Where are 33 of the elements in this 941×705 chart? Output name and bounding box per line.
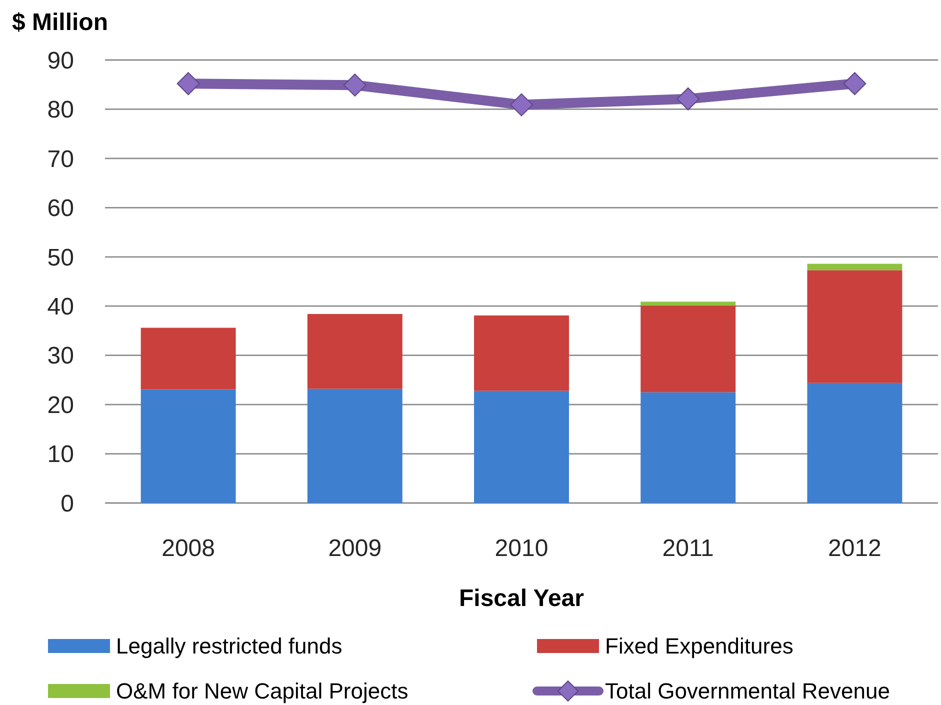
bar <box>140 389 236 503</box>
y-tick-label: 70 <box>47 146 74 173</box>
y-tick-label: 60 <box>47 195 74 222</box>
y-tick-label: 40 <box>47 294 74 321</box>
y-tick-label: 0 <box>60 490 74 518</box>
bar <box>474 315 569 391</box>
y-tick-label: 30 <box>47 342 74 370</box>
bar <box>640 392 736 503</box>
y-axis-title: $ Million <box>12 9 108 36</box>
y-tick-label: 20 <box>47 392 74 419</box>
x-tick-label: 2012 <box>828 535 882 562</box>
bar <box>140 328 236 390</box>
legend-label: Legally restricted funds <box>116 634 342 659</box>
bar <box>307 314 402 389</box>
bar <box>807 264 902 270</box>
x-tick-label: 2009 <box>328 535 382 562</box>
y-tick-label: 80 <box>47 96 74 124</box>
bar <box>474 390 569 503</box>
bar <box>807 382 902 503</box>
y-tick-label: 90 <box>47 47 74 74</box>
y-tick-label: 50 <box>47 244 74 272</box>
bar <box>807 270 902 383</box>
legend-label: O&M for New Capital Projects <box>116 678 408 704</box>
x-tick-label: 2008 <box>162 535 215 562</box>
y-tick-label: 10 <box>47 441 74 468</box>
legend-label: Fixed Expenditures <box>605 634 794 659</box>
bar <box>307 388 402 503</box>
x-axis-title: Fiscal Year <box>459 585 584 612</box>
x-tick-label: 2011 <box>662 535 714 562</box>
bar <box>640 306 736 392</box>
legend-label: Total Governmental Revenue <box>605 678 890 704</box>
x-tick-label: 2010 <box>494 535 548 562</box>
bar <box>640 302 736 306</box>
